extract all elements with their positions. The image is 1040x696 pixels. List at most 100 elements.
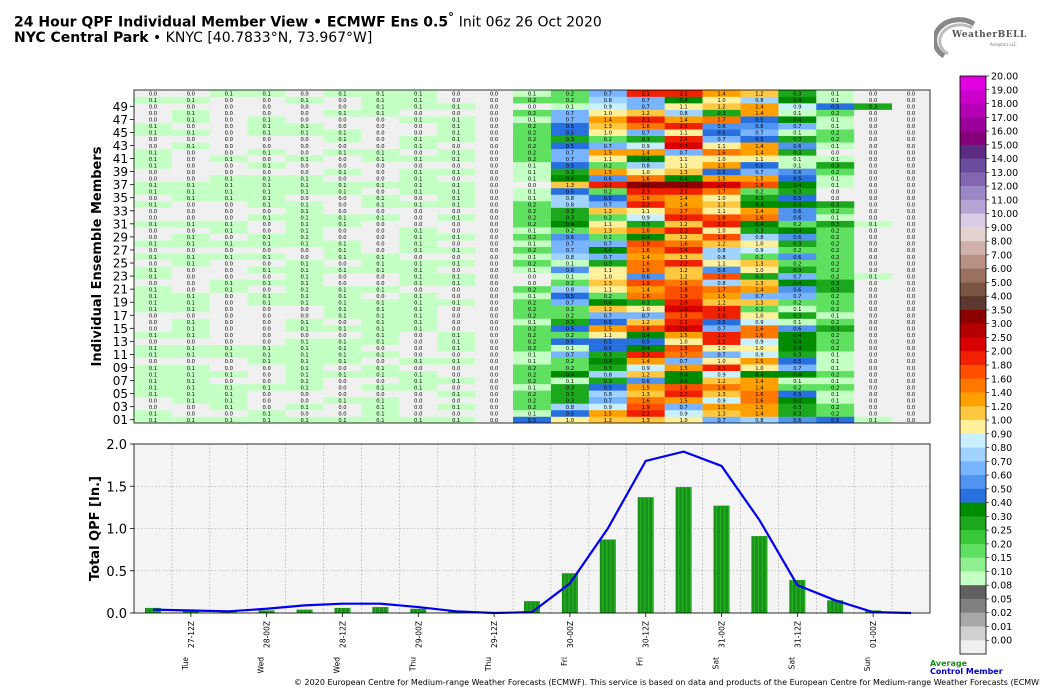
heatmap-cell-label: 0.1 [225, 183, 233, 189]
heatmap-cell [171, 292, 211, 300]
heatmap-cell-label: 1.9 [679, 294, 687, 300]
heatmap-cell [816, 390, 855, 398]
heatmap-cell [437, 351, 476, 359]
heatmap-cell-label: 0.1 [414, 418, 422, 424]
heatmap-cell-label: 0.0 [452, 255, 460, 261]
heatmap-cell [740, 201, 779, 208]
colorbar-tick-label: 0.60 [991, 471, 1012, 482]
heatmap-cell-label: 0.0 [907, 98, 915, 104]
heatmap-cell [854, 233, 893, 241]
heatmap-cell [437, 122, 476, 130]
heatmap-cell [626, 201, 665, 208]
heatmap-ytick-label: 11 [113, 348, 128, 362]
heatmap-cell [626, 116, 665, 123]
heatmap-cell-label: 0.0 [907, 255, 915, 261]
heatmap-cell-label: 0.1 [300, 203, 308, 209]
heatmap-cell [816, 272, 855, 280]
heatmap-cell-label: 0.0 [452, 366, 460, 372]
heatmap-cell [854, 338, 893, 345]
heatmap-cell-label: 0.0 [414, 398, 422, 404]
heatmap-cell [134, 416, 173, 424]
heatmap-cell-label: 0.7 [793, 274, 801, 280]
heatmap-cell [740, 155, 779, 163]
heatmap-cell-label: 0.0 [490, 366, 498, 372]
heatmap-cell-label: 0.1 [831, 183, 839, 189]
heatmap-cell [550, 174, 590, 182]
heatmap-cell [550, 383, 590, 391]
heatmap-cell [778, 403, 817, 411]
heatmap-cell-label: 0.7 [679, 359, 687, 365]
heatmap-cell [588, 377, 628, 385]
heatmap-cell-label: 0.1 [225, 385, 233, 391]
heatmap-cell-label: 0.1 [452, 418, 460, 424]
heatmap-cell-label: 0.0 [414, 255, 422, 261]
heatmap-cell-label: 0.0 [490, 353, 498, 359]
heatmap-cell-label: 0.0 [187, 209, 195, 215]
heatmap-cell-label: 0.1 [452, 261, 460, 267]
heatmap-cell-label: 2.2 [642, 203, 650, 209]
heatmap-cell-label: 0.0 [338, 98, 346, 104]
heatmap-cell-label: 0.4 [642, 333, 651, 339]
heatmap-cell-label: 0.1 [452, 281, 460, 287]
heatmap-cell [550, 201, 590, 208]
heatmap-cell [740, 292, 779, 300]
heatmap-cell-label: 3.8 [679, 183, 687, 189]
colorbar-swatch [960, 557, 986, 572]
heatmap-cell [171, 338, 211, 345]
heatmap-cell [816, 168, 855, 176]
heatmap-cell-label: 0.2 [566, 281, 574, 287]
colorbar-tick-label: 18.00 [991, 99, 1018, 110]
heatmap-cell [854, 325, 893, 332]
heatmap-cell-label: 0.1 [300, 183, 308, 189]
heatmap-cell-label: 0.1 [187, 222, 195, 228]
colorbar-swatch [960, 172, 986, 187]
heatmap-cell [399, 325, 438, 332]
heatmap-cell-label: 0.1 [376, 372, 384, 378]
heatmap-cell-label: 0.6 [793, 216, 801, 222]
bar-xtick-label: 28-00Z [263, 621, 272, 648]
heatmap-cell-label: 1.9 [642, 281, 650, 287]
heatmap-cell [247, 246, 286, 254]
heatmap-cell [588, 357, 628, 365]
heatmap-cell [323, 266, 362, 274]
heatmap-cell-label: 0.2 [831, 131, 839, 137]
heatmap-cell-label: 0.1 [225, 196, 233, 202]
heatmap-cell [475, 338, 514, 345]
heatmap-cell-label: 1.3 [604, 281, 612, 287]
heatmap-cell-label: 0.9 [755, 340, 763, 346]
heatmap-cell [550, 116, 590, 123]
heatmap-cell [285, 155, 324, 163]
heatmap-cell [475, 396, 514, 404]
heatmap-cell [550, 148, 590, 156]
heatmap-cell [323, 142, 362, 150]
heatmap-cell [437, 135, 476, 143]
heatmap-cell [247, 155, 286, 163]
heatmap-cell-label: 0.0 [452, 294, 460, 300]
heatmap-cell-label: 1.6 [642, 268, 650, 274]
heatmap-cell-label: 0.0 [907, 105, 915, 111]
heatmap-cell-label: 0.9 [717, 398, 725, 404]
heatmap-cell [171, 168, 211, 176]
heatmap-cell-label: 0.4 [566, 222, 575, 228]
heatmap-cell-label: 0.1 [566, 261, 574, 267]
heatmap-cell-label: 0.1 [300, 287, 308, 293]
heatmap-cell [361, 109, 400, 117]
heatmap-cell [892, 240, 931, 248]
heatmap-cell-label: 0.0 [490, 111, 498, 117]
heatmap-cell-label: 0.5 [717, 320, 725, 326]
heatmap-cell-label: 0.2 [566, 314, 574, 320]
heatmap-cell-label: 0.1 [414, 261, 422, 267]
heatmap-cell [361, 390, 400, 398]
heatmap-cell-label: 0.0 [869, 281, 877, 287]
average-bar [410, 608, 427, 613]
heatmap-cell [702, 253, 741, 261]
heatmap-cell [550, 370, 590, 378]
heatmap-cell [702, 396, 741, 404]
heatmap-cell [361, 272, 400, 280]
heatmap-cell-label: 0.7 [642, 98, 650, 104]
heatmap-cell [171, 201, 211, 208]
heatmap-cell [134, 390, 173, 398]
heatmap-cell [664, 214, 703, 221]
heatmap-cell-label: 0.7 [755, 294, 763, 300]
heatmap-cell [134, 403, 173, 411]
